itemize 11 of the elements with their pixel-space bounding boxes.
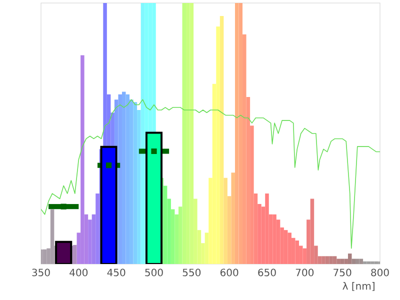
x-tick-label: 550 bbox=[182, 268, 201, 276]
x-tick-label: 800 bbox=[371, 268, 389, 276]
x-tick-label: 450 bbox=[107, 268, 126, 276]
x-tick-label: 600 bbox=[220, 268, 238, 276]
x-tick-label: 400 bbox=[70, 268, 88, 276]
x-tick-label: 350 bbox=[32, 268, 50, 276]
x-tick-label: 700 bbox=[296, 268, 314, 276]
x-axis-title: λ [nm] bbox=[342, 282, 374, 291]
x-tick-label: 500 bbox=[145, 268, 163, 276]
x-tick-label: 750 bbox=[334, 268, 352, 276]
x-tick-label: 650 bbox=[258, 268, 276, 276]
